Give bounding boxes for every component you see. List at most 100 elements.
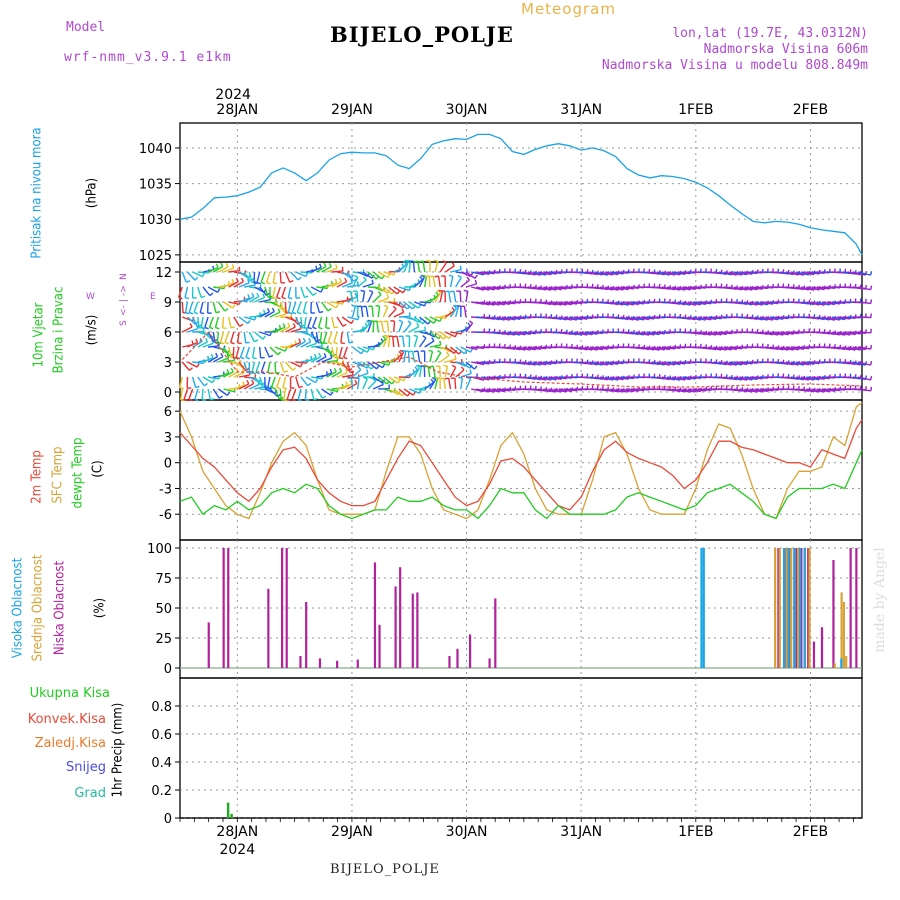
wind-barb (527, 376, 541, 381)
wind-barb (432, 366, 436, 378)
wind-barb (254, 331, 264, 340)
wind-barb (666, 271, 680, 276)
wind-barb (259, 299, 271, 303)
wind-barb (713, 271, 727, 276)
wind-barb (491, 301, 505, 306)
wind-barb (316, 286, 328, 290)
wind-barb (300, 376, 309, 387)
wind-barb-flag (312, 326, 317, 330)
legend-grad: Grad (74, 786, 106, 801)
wind-barb-flag (201, 272, 205, 278)
wind-barb (532, 286, 546, 291)
wind-barb-flag (451, 262, 455, 267)
wind-barb (832, 316, 846, 321)
wind-barb (305, 286, 314, 296)
wind-barb-flag (307, 382, 312, 387)
wind-barb (522, 361, 536, 366)
wind-barb (201, 388, 204, 401)
wind-barb (439, 331, 450, 340)
wind-barb (428, 275, 431, 288)
wind-barb (251, 361, 256, 373)
wind-barb (532, 361, 546, 366)
wind-barb (476, 286, 490, 291)
wind-barb (300, 341, 311, 348)
wind-barb (770, 346, 784, 351)
wind-barb (286, 388, 292, 400)
wind-barb (362, 291, 366, 303)
wind-barb (243, 296, 255, 303)
wind-barb-flag (215, 326, 220, 330)
wind-barb (759, 301, 773, 305)
wind-barb (274, 301, 284, 311)
wind-barb-flag (251, 372, 257, 375)
wind-barb (429, 344, 441, 348)
wind-barb (770, 316, 784, 320)
mid-cloud-bar (774, 548, 777, 668)
wind-barb (672, 301, 686, 306)
wind-barb (568, 316, 583, 321)
wind-barb (739, 376, 753, 381)
wind-barb (749, 301, 763, 306)
wind-barb-flag (350, 319, 355, 324)
wind-barb (295, 376, 300, 388)
wind-barbs (178, 259, 873, 402)
wind-barb (682, 301, 696, 306)
wind-barb-flag (267, 387, 272, 390)
wind-barb (449, 307, 458, 318)
wind-barb-flag (224, 308, 229, 312)
wind-barb (728, 376, 742, 381)
wind-barb (801, 376, 815, 381)
wind-barb-flag (201, 327, 206, 330)
wind-barb (821, 301, 835, 306)
wind-barb (610, 286, 624, 291)
wind-barb-flag (299, 363, 303, 368)
low-cloud-bar (456, 648, 459, 668)
wind-barb-flag (413, 334, 418, 338)
wind-barb-flag (251, 292, 255, 298)
wind-barb (191, 376, 197, 388)
wind-barb (238, 361, 247, 372)
wind-barb-flag (371, 279, 374, 284)
wind-barb-flag (283, 399, 288, 402)
wind-barb (806, 388, 820, 393)
wind-barb (382, 306, 389, 318)
wind-barb-flag (283, 370, 289, 373)
wind-barb (207, 376, 220, 380)
low-cloud-bar (788, 548, 791, 668)
wind-barb-flag (180, 399, 185, 402)
footer-station: BIJELO_POLJE (330, 862, 440, 877)
wind-barb-flag (186, 280, 191, 283)
model-label: Model (66, 20, 106, 35)
compass-arrow-right: -> (119, 285, 129, 296)
wind-barb (243, 271, 252, 282)
wind-barb (857, 376, 871, 381)
wind-barb (636, 316, 650, 321)
wind-barb (610, 271, 624, 275)
wind-barb (806, 376, 820, 381)
wind-barb (216, 331, 220, 344)
wind-barb (408, 388, 420, 394)
wind-barb-flag (354, 274, 359, 279)
top-x-tick-label: 31JAN (560, 102, 602, 118)
wind-barb-flag (356, 281, 359, 286)
wind-barb (599, 376, 613, 381)
wind-barb-flag (302, 337, 306, 342)
wind-barb-flag (451, 364, 457, 368)
compass-n-label: N (119, 273, 129, 280)
wind-barb-flag (391, 380, 396, 385)
altitude-label: Nadmorska Visina 606m (703, 42, 868, 57)
y-tick-label: 0 (164, 386, 172, 401)
wind-barb-flag (344, 277, 348, 283)
wind-barb (806, 286, 820, 291)
wind-barb (199, 301, 204, 313)
wind-barb-flag (262, 293, 266, 298)
wind-barb (465, 283, 477, 288)
wind-barb (625, 388, 639, 392)
wind-barb (416, 261, 421, 273)
wind-barb (754, 316, 768, 321)
wind-barb (239, 346, 245, 358)
wind-barb-flag (236, 356, 241, 360)
wind-barb-flag (196, 363, 200, 368)
wind-barb (444, 310, 455, 318)
wind-barb (491, 286, 505, 290)
